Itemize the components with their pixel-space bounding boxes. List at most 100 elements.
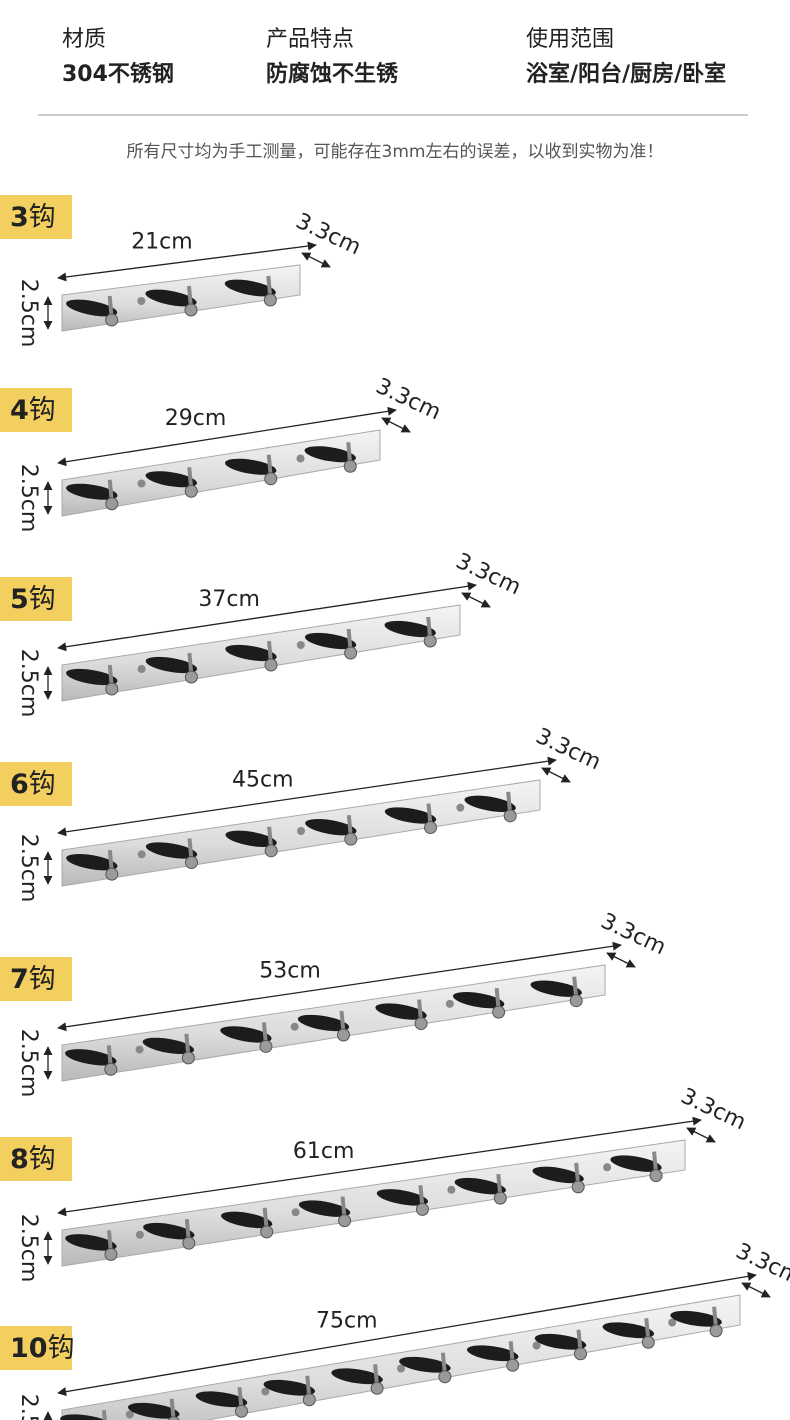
hook-tip [105, 867, 119, 881]
depth-label: 3.3cm [677, 1084, 750, 1136]
screw [297, 827, 305, 835]
height-label: 2.5cm [16, 1029, 41, 1098]
note: 所有尺寸均为手工测量，可能存在3mm左右的误差，以收到实物为准！ [127, 142, 664, 162]
rail [61, 1139, 686, 1267]
depth-arrow [741, 1282, 771, 1298]
hook [66, 854, 118, 871]
hook-tip [104, 1062, 118, 1076]
depth-arrow [541, 767, 571, 783]
hook-tip [182, 1236, 196, 1250]
hook-unit: 钩 [29, 769, 56, 800]
hook-tip [264, 658, 278, 672]
hook-tip [506, 1358, 520, 1372]
screw [135, 1230, 144, 1239]
hook [65, 1234, 117, 1251]
length-label: 21cm [131, 229, 193, 254]
depth-arrow [381, 417, 411, 433]
product-row: 6钩 45cm 3.3cm 2.5cm [0, 724, 605, 903]
badge-label: 6钩 [10, 769, 56, 800]
screw [137, 479, 146, 488]
hook [65, 1049, 117, 1066]
hook [145, 842, 198, 859]
length-label: 75cm [316, 1309, 378, 1334]
hook-count: 10 [10, 1333, 48, 1364]
hook-tip [338, 1214, 352, 1228]
hook-tip [571, 1180, 585, 1194]
hook-tip [343, 459, 357, 473]
hook-tip [423, 634, 437, 648]
hook-count: 5 [10, 584, 29, 615]
badge-label: 7钩 [10, 964, 56, 995]
hook-tip [105, 682, 119, 696]
length-arrow [57, 241, 317, 282]
hook [145, 656, 198, 674]
depth-label: 3.3cm [597, 909, 670, 961]
length-label: 37cm [198, 587, 260, 612]
length-arrow [57, 1271, 757, 1397]
screw [137, 850, 146, 859]
length-arrow [57, 1116, 702, 1217]
hook-tip [105, 313, 119, 327]
screw [603, 1163, 612, 1172]
hook-tip [104, 1247, 118, 1261]
hook-tip [641, 1335, 655, 1349]
badge-label: 4钩 [10, 395, 56, 426]
badge-label: 5钩 [10, 584, 56, 615]
badge-label: 8钩 [10, 1144, 56, 1175]
hook-count: 6 [10, 769, 29, 800]
hook-tip [337, 1028, 350, 1042]
hook [142, 1037, 195, 1055]
depth-label: 3.3cm [452, 549, 525, 601]
length-arrow [57, 941, 622, 1032]
hook-tip [344, 832, 358, 846]
hook-tip [709, 1324, 723, 1338]
depth-arrow [461, 592, 491, 608]
screw [456, 803, 465, 812]
hook-tip [574, 1347, 587, 1361]
length-arrow [57, 581, 477, 652]
hook-count: 8 [10, 1144, 29, 1175]
length-label: 45cm [232, 768, 294, 793]
spec-label: 使用范围 [526, 27, 614, 52]
hook-unit: 钩 [48, 1333, 75, 1364]
length-label: 61cm [293, 1139, 355, 1164]
depth-arrow [686, 1127, 716, 1143]
hook-tip [184, 484, 198, 498]
hook-tip [263, 293, 277, 307]
hook-tip [235, 1404, 248, 1418]
hook-pin [101, 1410, 107, 1420]
hook-tip [184, 670, 198, 684]
product-row: 7钩 53cm 3.3cm 2.5cm [0, 909, 670, 1098]
product-row: 5钩 37cm 3.3cm 2.5cm [0, 549, 525, 718]
hook-tip [424, 821, 437, 834]
screw [296, 454, 305, 463]
hook-tip [167, 1416, 180, 1420]
height-label: 2.5cm [16, 1214, 41, 1283]
hook-count: 4 [10, 395, 29, 426]
product-row: 3钩 21cm 3.3cm 2.5cm [0, 195, 365, 347]
hook [145, 289, 197, 307]
height-label: 2.5cm [16, 649, 41, 718]
hook-count: 7 [10, 964, 29, 995]
hook-count: 3 [10, 202, 29, 233]
hook-tip [264, 472, 278, 486]
hook-tip [415, 1202, 429, 1216]
spec-label: 产品特点 [266, 27, 354, 52]
product-row: 8钩 61cm 3.3cm 2.5cm [0, 1084, 750, 1283]
hook [224, 279, 276, 297]
hook-unit: 钩 [29, 202, 56, 233]
spec-value: 304不锈钢 [62, 61, 174, 87]
hook-tip [438, 1370, 452, 1384]
screw [296, 641, 305, 649]
screw [135, 1045, 144, 1054]
depth-arrow [301, 252, 331, 268]
depth-label: 3.3cm [532, 724, 605, 776]
hook-unit: 钩 [29, 395, 56, 426]
hook [127, 1402, 180, 1419]
rail [61, 1294, 741, 1420]
product-row: 4钩 29cm 3.3cm 2.5cm [0, 374, 445, 532]
height-label: 2.5cm [16, 834, 41, 903]
length-arrow [57, 756, 557, 837]
hook-tip [302, 1393, 316, 1407]
